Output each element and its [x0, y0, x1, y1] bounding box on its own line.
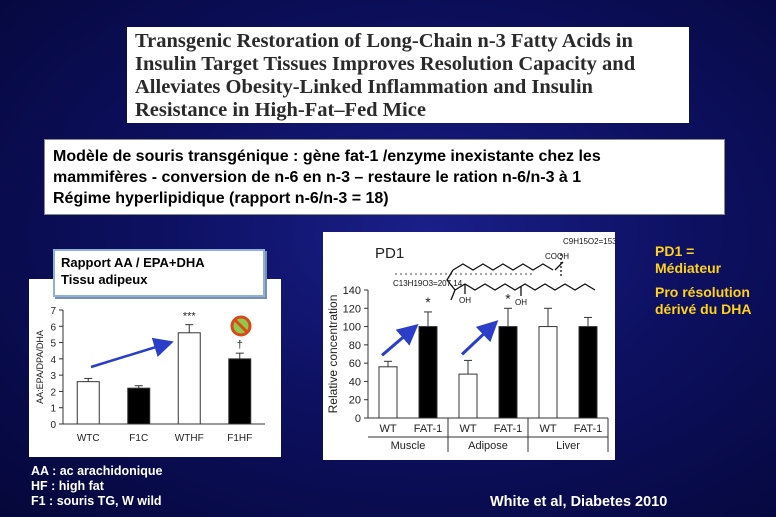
y-tick-label: 7: [50, 306, 56, 317]
significance-marker: *: [425, 294, 431, 310]
category-label: FAT-1: [494, 423, 523, 435]
formula-left: C13H19O3=207.14: [393, 279, 463, 288]
y-tick-label: 6: [50, 322, 56, 333]
title-line: Insulin Target Tissues Improves Resoluti…: [135, 53, 636, 75]
y-tick-label: 5: [50, 339, 56, 350]
legend-line: F1 : souris TG, W wild: [31, 494, 162, 508]
pd1-notes: PD1 = Médiateur Pro résolution dérivé du…: [655, 243, 751, 318]
y-tick-label: 60: [349, 358, 361, 370]
significance-marker: *: [505, 290, 511, 306]
legend-line: AA : ac arachidonique: [31, 464, 163, 478]
category-label: F1C: [129, 433, 148, 444]
aa-ratio-chart-label: Rapport AA / EPA+DHA Tissu adipeux: [53, 249, 265, 297]
bar: [418, 326, 438, 419]
category-label: WT: [379, 423, 396, 435]
increase-arrow: [381, 324, 419, 357]
y-axis-label: AA:EPA/DPA/DHA: [35, 330, 45, 404]
title-line: Alleviates Obesity-Linked Inflammation a…: [135, 76, 593, 98]
y-tick-label: 0: [50, 420, 56, 431]
abbreviation-legend: AA : ac arachidonique HF : high fat F1 :…: [31, 464, 163, 509]
formula-top: C9H15O2=153: [563, 237, 615, 246]
increase-arrow: [460, 320, 499, 356]
description-line: Régime hyperlipidique (rapport n-6/n-3 =…: [53, 190, 389, 207]
chart-label-line: Tissu adipeux: [61, 272, 148, 287]
category-label: WTC: [77, 433, 100, 444]
trend-arrow: [90, 337, 174, 369]
citation: White et al, Diabetes 2010: [490, 494, 668, 510]
legend-line: HF : high fat: [31, 479, 104, 493]
group-label: Adipose: [468, 440, 508, 452]
group-label: Muscle: [391, 440, 426, 452]
pd1-molecule: [395, 254, 596, 301]
group-label: Liver: [556, 440, 580, 452]
description-line: mammifères - conversion de n-6 en n-3 – …: [53, 169, 582, 186]
aa-ratio-chart: 0 1 2 3 4 5 6 7 AA:EPA/DPA/DHA WTC F1C WTHF F1HF *** †: [35, 306, 265, 444]
prohibition-slash: [233, 318, 249, 334]
oh-label: OH: [459, 296, 471, 305]
model-description: Modèle de souris transgénique : gène fat…: [44, 139, 725, 215]
y-tick-label: 0: [355, 413, 361, 425]
note-line: Pro résolution: [655, 284, 750, 300]
significance-marker: ***: [183, 311, 197, 323]
description-line: Modèle de souris transgénique : gène fat…: [53, 148, 601, 165]
pd1-chart: PD1 COOH C9H15O2=153 C13H19O3=207.14 OH …: [326, 237, 617, 452]
y-tick-label: 3: [50, 371, 56, 382]
category-label: FAT-1: [574, 423, 603, 435]
y-tick-label: 100: [343, 322, 361, 334]
y-tick-label: 140: [343, 285, 361, 297]
category-label: FAT-1: [414, 423, 443, 435]
y-tick-label: 1: [50, 404, 56, 415]
chart-label-line: Rapport AA / EPA+DHA: [61, 255, 205, 270]
y-tick-label: 40: [349, 376, 361, 388]
oh-label: OH: [515, 298, 527, 307]
bar: [127, 387, 151, 425]
note-line: dérivé du DHA: [655, 301, 752, 317]
bar: [378, 366, 398, 419]
y-tick-label: 2: [50, 387, 56, 398]
note-line: PD1 =: [655, 243, 695, 259]
aa-ratio-chart-panel: 0 1 2 3 4 5 6 7 AA:EPA/DPA/DHA WTC F1C WTHF F1HF *** †: [29, 279, 281, 457]
pd1-chart-panel: PD1 COOH C9H15O2=153 C13H19O3=207.14 OH …: [323, 232, 617, 460]
category-label: WTHF: [175, 433, 204, 444]
y-axis-label: Relative concentration: [326, 295, 340, 414]
bar: [538, 326, 558, 419]
title-line: Resistance in High-Fat–Fed Mice: [135, 99, 426, 121]
bar: [228, 358, 252, 425]
bar: [498, 326, 518, 419]
significance-marker: †: [237, 339, 243, 351]
y-tick-label: 120: [343, 303, 361, 315]
bar: [76, 381, 100, 425]
y-tick-label: 20: [349, 395, 361, 407]
bar: [458, 373, 478, 419]
cooh-label: COOH: [545, 252, 569, 261]
bar: [578, 326, 598, 419]
category-label: F1HF: [227, 433, 252, 444]
y-tick-label: 80: [349, 340, 361, 352]
pd1-title: PD1: [375, 245, 404, 262]
category-label: WT: [459, 423, 476, 435]
y-tick-label: 4: [50, 355, 56, 366]
paper-title: Transgenic Restoration of Long-Chain n-3…: [127, 27, 689, 123]
title-line: Transgenic Restoration of Long-Chain n-3…: [135, 30, 633, 52]
category-label: WT: [539, 423, 556, 435]
bar: [177, 332, 201, 425]
note-line: Médiateur: [655, 260, 722, 276]
